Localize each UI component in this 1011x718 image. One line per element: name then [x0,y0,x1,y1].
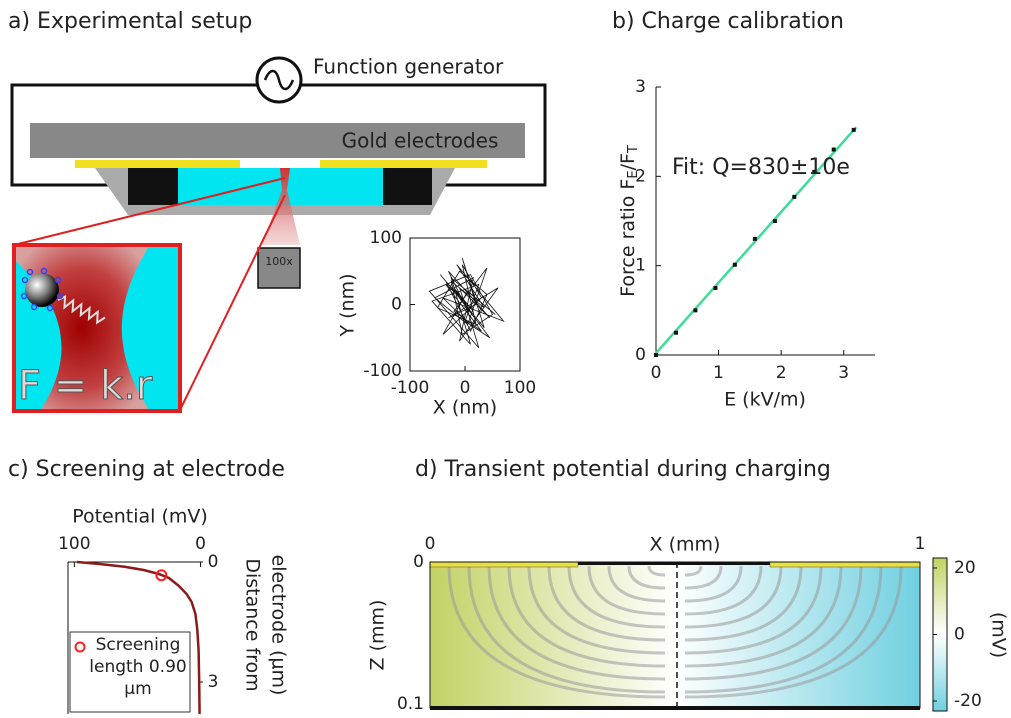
panel-title: a) Experimental setup [8,9,252,34]
y-axis-label-part: T [626,145,641,154]
annotation: Fit: Q=830±10e [672,155,850,180]
colorbar-tick-label: 0 [954,625,965,645]
figure: a) Experimental setup Function generator… [0,0,1011,714]
spacer [383,168,432,205]
y-tick-label: 0 [208,552,219,572]
y-tick-label: 3 [208,672,219,692]
data-point [674,331,678,335]
gold-strip [75,160,240,168]
objective [258,248,300,288]
generator-label: Function generator [313,55,504,79]
x-tick-label: 3 [838,363,849,383]
x-tick-label: 0 [425,534,436,554]
y-tick-label: 3 [635,77,646,97]
y-tick-label: 0 [391,295,402,315]
data-point [753,237,757,241]
data-point [792,195,796,199]
objective-label: 100x [265,255,293,268]
legend: Screening length 0.90 µm [88,634,188,712]
x-tick-label: 1 [915,534,926,554]
potential-map [430,562,920,708]
x-axis-label: Potential (mV) [72,506,208,528]
y-axis-label: electrode (µm) [268,555,290,696]
panel-title: b) Charge calibration [612,9,844,34]
data-point [733,263,737,267]
spacer [128,168,178,205]
x-tick-label: 1 [713,363,724,383]
force-law: F = k.r [18,363,153,409]
colorbar-label: (mV) [988,612,1010,658]
zoom-line [180,195,285,410]
x-tick-label: 0 [460,378,471,398]
x-tick-label: 100 [504,378,536,398]
electrode-right [770,562,920,567]
x-tick-label: 0 [195,534,206,554]
data-point [832,148,836,152]
x-axis-label: E (kV/m) [724,389,806,411]
bead [25,273,59,307]
gold-strip [320,160,487,168]
x-tick-label: 2 [776,363,787,383]
data-point [773,219,777,223]
data-point [713,286,717,290]
x-tick-label: 0 [651,363,662,383]
y-tick-label: 100 [370,228,402,248]
x-tick-label: 100 [58,534,90,554]
y-tick-label: 0 [413,552,424,572]
y-axis-label: Z (mm) [367,600,389,671]
legend-entry: Screening length 0.90 µm [88,634,188,700]
y-axis-label-part: /F [617,153,639,170]
panel-title: c) Screening at electrode [8,457,285,482]
y-axis-label-part: E [626,170,641,178]
colorbar-tick-label: 20 [954,558,976,578]
y-axis-label: Y (nm) [337,273,359,337]
colorbar-tick-label: -20 [954,691,982,711]
data-point [654,353,658,357]
x-axis-label: X (mm) [650,534,721,556]
x-axis-label: X (nm) [433,397,497,419]
electrode-label: Gold electrodes [342,129,499,153]
data-point [693,308,697,312]
data-point [852,128,856,132]
y-tick-label: 0 [635,345,646,365]
panel-title: d) Transient potential during charging [415,457,831,482]
y-tick-label: -100 [363,361,402,381]
y-axis-label: Distance from [242,558,264,691]
y-axis-label: Force ratio FE/FT [617,145,641,297]
x-tick-label: -100 [391,378,430,398]
electrode-left [430,562,578,567]
y-tick-label: 0.1 [397,694,424,714]
page: {"diagram": {"title": "a) Experimental s… [0,0,1011,714]
y-axis-label-part: Force ratio F [617,179,639,297]
